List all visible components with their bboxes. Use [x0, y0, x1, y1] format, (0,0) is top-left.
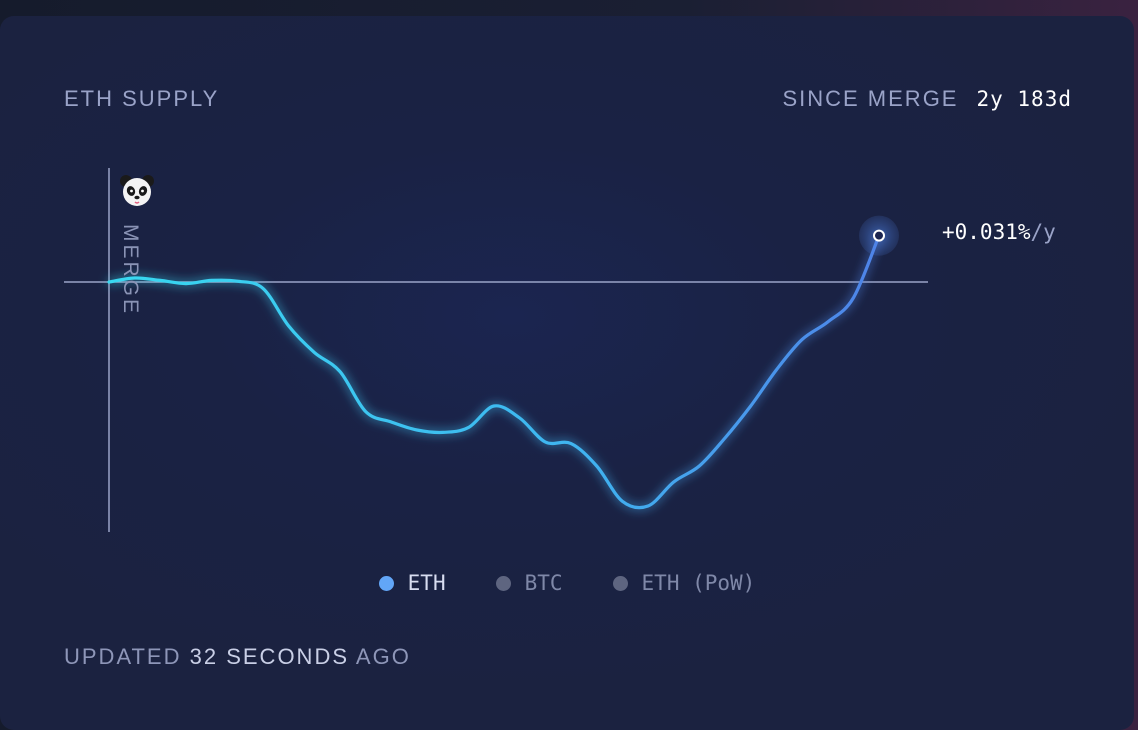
legend-item-eth-pow[interactable]: ETH (PoW) — [612, 571, 756, 595]
updated-suffix: AGO — [355, 644, 411, 669]
current-point-marker — [873, 229, 885, 242]
supply-rate-unit: /y — [1030, 220, 1056, 244]
legend-label: ETH — [407, 571, 446, 595]
legend-item-btc[interactable]: BTC — [495, 571, 563, 595]
supply-rate-value: +0.031% — [942, 220, 1031, 244]
eth-supply-card: ETH SUPPLY SINCE MERGE 2y 183d — [0, 16, 1134, 730]
supply-chart — [64, 168, 928, 532]
legend-dot-icon — [612, 575, 628, 591]
supply-rate: +0.031%/y — [942, 220, 1056, 244]
eth-series-line — [107, 234, 881, 510]
legend-dot-icon — [495, 575, 511, 591]
chart-legend: ETH BTC ETH (PoW) — [0, 571, 1134, 595]
legend-label: BTC — [524, 571, 563, 595]
since-merge-value: 2y 183d — [976, 87, 1072, 111]
since-merge: SINCE MERGE 2y 183d — [782, 86, 1072, 112]
updated-prefix: UPDATED — [64, 644, 182, 669]
updated-value: 32 SECONDS — [189, 644, 350, 669]
panda-icon — [120, 174, 154, 208]
since-merge-label: SINCE MERGE — [782, 86, 959, 111]
legend-label: ETH (PoW) — [641, 571, 756, 595]
merge-label: MERGE — [119, 224, 142, 317]
legend-dot-icon — [378, 575, 394, 591]
legend-item-eth[interactable]: ETH — [378, 571, 446, 595]
card-title: ETH SUPPLY — [64, 86, 220, 111]
updated-status: UPDATED 32 SECONDS AGO — [64, 644, 411, 670]
